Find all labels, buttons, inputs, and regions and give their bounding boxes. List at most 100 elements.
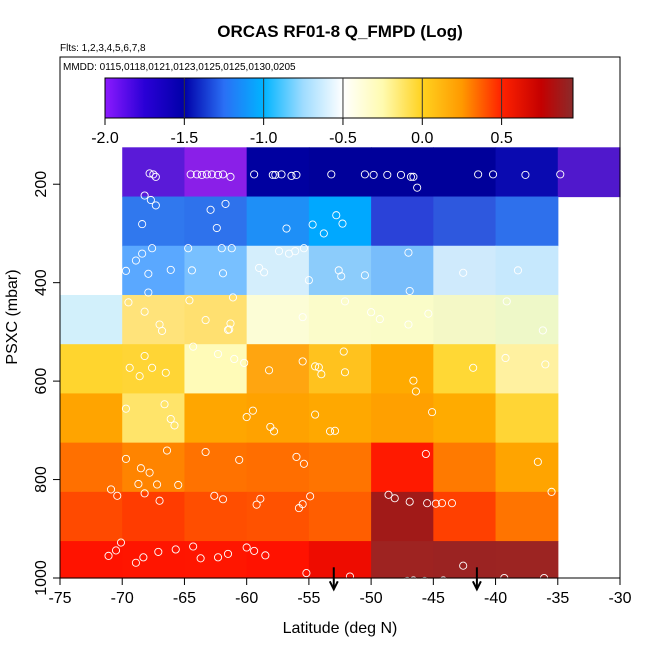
- observation-point: [160, 400, 169, 409]
- heatmap-cell: [371, 442, 434, 493]
- observation-point: [153, 480, 162, 489]
- observation-point: [187, 266, 196, 275]
- observation-point: [116, 538, 126, 547]
- observation-point: [192, 170, 201, 179]
- y-tick-label: 200: [33, 171, 50, 198]
- heatmap-cell: [433, 442, 497, 493]
- observation-point: [469, 363, 478, 372]
- y-tick-label: 800: [33, 466, 50, 493]
- observation-point: [340, 368, 350, 377]
- observation-point: [242, 543, 251, 552]
- observation-point: [250, 546, 259, 555]
- observation-point: [149, 170, 158, 179]
- observation-point: [413, 183, 422, 192]
- observation-point: [317, 370, 326, 379]
- x-tick-label: -55: [297, 590, 320, 607]
- y-tick-label: 600: [33, 368, 50, 395]
- observation-point: [390, 494, 399, 503]
- heatmap-cell: [184, 196, 248, 247]
- heatmap-cell: [308, 196, 372, 247]
- observation-point: [337, 272, 346, 281]
- observation-point: [271, 170, 280, 179]
- observation-point: [459, 268, 468, 277]
- observation-points: [104, 169, 565, 586]
- observation-point: [223, 325, 233, 334]
- heatmap-cell: [246, 491, 310, 542]
- chart-title: ORCAS RF01-8 Q_FMPD (Log): [217, 22, 463, 41]
- dates-subtitle: MMDD: 0115,0118,0121,0123,0125,0125,0130…: [63, 62, 296, 73]
- observation-point: [424, 309, 433, 318]
- observation-point: [145, 169, 154, 178]
- observation-point: [314, 363, 323, 372]
- observation-point: [212, 223, 221, 233]
- heatmap-cell: [371, 491, 434, 542]
- colorbar-tick-label: -2.0: [91, 130, 119, 147]
- heatmap-cell: [246, 294, 310, 345]
- axes: -75 -70 -65 -60 -55 -50 -45 -40 -35 -30 200 400 600 8…: [33, 56, 632, 607]
- observation-point: [260, 268, 269, 277]
- observation-point: [431, 499, 440, 508]
- x-tick-label: -75: [48, 590, 71, 607]
- observation-point: [166, 265, 175, 274]
- observation-point: [268, 170, 277, 179]
- observation-point: [405, 286, 414, 296]
- observation-point: [538, 326, 547, 335]
- heatmap-cell: [122, 196, 186, 247]
- heatmap-cell: [371, 196, 434, 247]
- heatmap-cell: [371, 541, 434, 579]
- heatmap-cell: [60, 294, 123, 345]
- colorbar-tick-label: 0.0: [411, 130, 433, 147]
- observation-point: [255, 263, 264, 272]
- heatmap-cell: [308, 294, 372, 345]
- observation-point: [230, 354, 239, 364]
- observation-point: [383, 170, 392, 179]
- observation-point: [144, 269, 153, 278]
- observation-point: [306, 492, 315, 501]
- heatmap-cell: [122, 245, 186, 296]
- observation-point: [131, 558, 140, 567]
- observation-point: [265, 366, 274, 375]
- heatmap-cell: [308, 541, 372, 579]
- observation-point: [338, 219, 347, 228]
- observation-point: [404, 320, 413, 329]
- heatmap-cell: [495, 393, 559, 444]
- observation-point: [210, 491, 219, 500]
- heatmap-cell: [495, 147, 559, 198]
- observation-point: [439, 576, 448, 585]
- observation-point: [148, 363, 157, 372]
- observation-point: [218, 269, 228, 278]
- observation-point: [405, 497, 414, 506]
- observation-point: [136, 464, 145, 473]
- observation-point: [459, 561, 468, 570]
- heatmap-cell: [60, 541, 123, 579]
- observation-point: [319, 229, 328, 238]
- observation-point: [174, 480, 183, 490]
- observation-point: [213, 553, 223, 562]
- observation-point: [138, 220, 147, 229]
- observation-point: [556, 170, 565, 179]
- observation-point: [375, 315, 384, 324]
- observation-point: [113, 491, 122, 500]
- observation-point: [474, 170, 483, 179]
- observation-point: [428, 408, 437, 417]
- observation-point: [302, 569, 311, 578]
- observation-point: [171, 545, 180, 554]
- observation-point: [170, 421, 179, 430]
- observation-point: [207, 170, 216, 179]
- heatmap-cell: [122, 541, 186, 579]
- y-tick-label: 400: [33, 269, 50, 296]
- observation-point: [299, 459, 308, 468]
- x-axis-label: Latitude (deg N): [283, 620, 398, 637]
- observation-point: [533, 457, 542, 466]
- heatmap-cell: [122, 294, 186, 345]
- observation-point: [330, 426, 340, 435]
- heatmap-cell: [371, 294, 434, 345]
- arrow-head: [471, 580, 482, 592]
- heatmap-cell: [433, 344, 497, 395]
- observation-point: [221, 199, 230, 208]
- observation-point: [541, 360, 550, 369]
- observation-point: [125, 363, 134, 372]
- observation-point: [139, 553, 148, 562]
- observation-point: [184, 244, 193, 253]
